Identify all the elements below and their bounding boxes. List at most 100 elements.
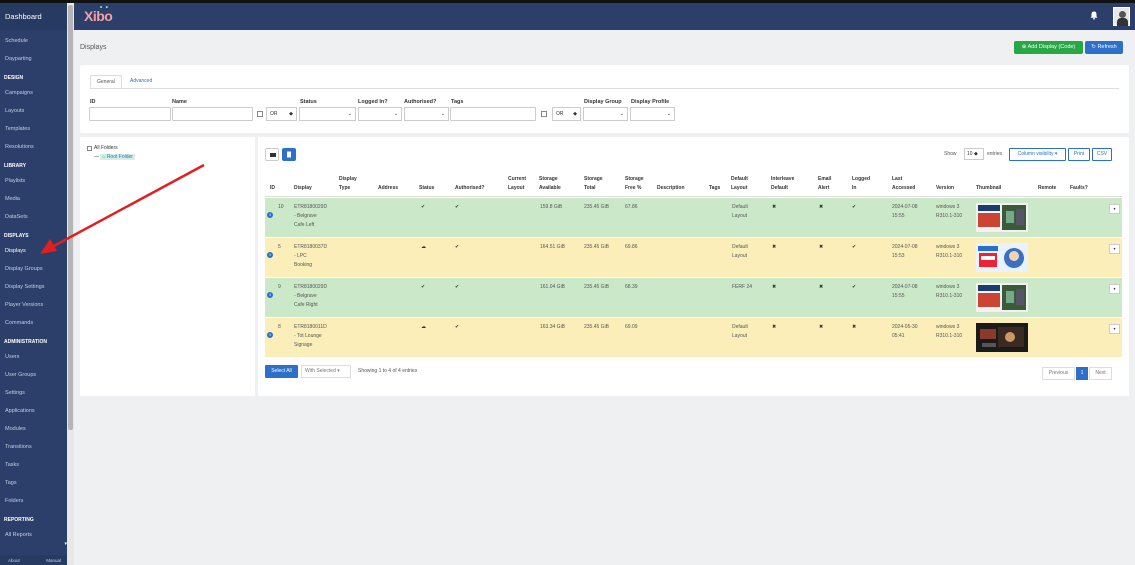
col-storage-free[interactable]: Storage Free % [625,175,644,193]
folder-toggle-button[interactable] [265,148,279,161]
col-remote[interactable]: Remote [1038,185,1057,191]
sidebar-item-display-groups[interactable]: Display Groups [5,266,43,272]
sidebar-item-tasks[interactable]: Tasks [5,462,20,468]
col-default-layout[interactable]: Default Layout [731,175,748,193]
status-select[interactable]: ⌄ [299,107,356,121]
sidebar-item-tags[interactable]: Tags [5,480,17,486]
col-address[interactable]: Address [378,185,399,191]
sidebar-item-resolutions[interactable]: Resolutions [5,144,34,150]
scrollbar-thumb[interactable] [68,5,73,430]
col-faults[interactable]: Faults? [1070,185,1088,191]
row-display[interactable]: ETR8180029D - Belgrave Cafe Right [294,283,327,310]
sidebar-item-folders[interactable]: Folders [5,498,24,504]
col-display[interactable]: Display [294,185,312,191]
sidebar-item-datasets[interactable]: DataSets [5,214,28,220]
row-actions-button[interactable]: ▾ [1109,284,1120,294]
col-logged-in[interactable]: Logged In [852,175,870,193]
sidebar-item-templates[interactable]: Templates [5,126,31,132]
col-description[interactable]: Description [657,185,685,191]
root-folder-item[interactable]: — ⌂ Root Folder [94,154,135,160]
thumbnail-image[interactable] [976,283,1028,312]
col-storage-total[interactable]: Storage Total [584,175,603,193]
sidebar-item-displays[interactable]: Displays [5,248,26,254]
with-selected-button[interactable]: With Selected ▾ [301,365,351,378]
sidebar-scrollbar[interactable] [67,3,74,565]
col-interleave[interactable]: Interleave Default [771,175,794,193]
sidebar-item-user-groups[interactable]: User Groups [5,372,37,378]
info-icon[interactable]: i [267,292,273,298]
col-storage-available[interactable]: Storage Available [539,175,561,193]
manual-link[interactable]: Manual [46,557,61,563]
table-row[interactable]: i 9 ETR8180029D - Belgrave Cafe Right ✔ ✔ … [265,278,1122,317]
xibo-logo[interactable]: Xibo • • [84,5,113,24]
table-row[interactable]: i 8 ETR8180011D - Tot Lounge Signage ☁ ✔ 1… [265,318,1122,357]
sidebar-item-layouts[interactable]: Layouts [5,108,25,114]
tab-advanced[interactable]: Advanced [130,78,153,84]
sidebar-item-settings[interactable]: Settings [5,390,25,396]
col-id[interactable]: ID [270,185,275,191]
tags-exact-checkbox[interactable] [541,111,547,117]
name-regex-checkbox[interactable] [257,111,263,117]
all-folders-item[interactable]: All Folders [87,145,118,151]
col-tags[interactable]: Tags [709,185,721,191]
info-icon[interactable]: i [267,332,273,338]
display-profile-select[interactable]: ⌄ [630,107,675,121]
sidebar-item-campaigns[interactable]: Campaigns [5,90,33,96]
col-display-type[interactable]: Display Type [339,175,357,193]
sidebar-item-display-settings[interactable]: Display Settings [5,284,45,290]
sidebar-item-transitions[interactable]: Transitions [5,444,32,450]
sidebar-item-player-versions[interactable]: Player Versions [5,302,44,308]
add-display-button[interactable]: ⊕ Add Display (Code) [1014,41,1083,54]
logged-in-select[interactable]: ⌄ [358,107,402,121]
sidebar-brand[interactable]: Dashboard [0,3,67,30]
user-avatar[interactable] [1113,7,1130,26]
col-last-accessed[interactable]: Last Accessed [892,175,915,193]
tags-input[interactable] [450,107,536,121]
display-group-select[interactable]: ⌄ [583,107,628,121]
row-display[interactable]: ETR8180029D - Belgrave Cafe Left [294,203,327,230]
row-actions-button[interactable]: ▾ [1109,204,1120,214]
refresh-button[interactable]: ↻ Refresh [1085,41,1123,54]
previous-page-button[interactable]: Previous [1042,367,1075,380]
info-icon[interactable]: i [267,212,273,218]
column-visibility-button[interactable]: Column visibility ▾ [1009,148,1066,161]
row-actions-button[interactable]: ▾ [1109,324,1120,334]
sidebar-item-all-reports[interactable]: All Reports [5,532,32,538]
all-folders-checkbox[interactable] [87,145,92,151]
name-logical-select[interactable]: OR ◆ [266,107,297,121]
row-display[interactable]: ETR8180037D - LPC Booking [294,243,327,270]
chevron-down-icon[interactable]: ▾ [64,541,67,547]
sidebar-item-media[interactable]: Media [5,196,20,202]
sidebar-item-schedule[interactable]: Schedule [5,38,28,44]
sidebar-item-playlists[interactable]: Playlists [5,178,26,184]
col-thumbnail[interactable]: Thumbnail [976,185,1002,191]
page-length-select[interactable]: 10 ◆ [964,148,984,160]
bell-icon[interactable] [1090,11,1098,20]
thumbnail-image[interactable] [976,323,1028,352]
sidebar-item-commands[interactable]: Commands [5,320,34,326]
id-input[interactable] [89,107,171,121]
col-version[interactable]: Version [936,185,955,191]
print-button[interactable]: Print [1068,148,1090,161]
sidebar-item-applications[interactable]: Applications [5,408,35,414]
next-page-button[interactable]: Next [1089,367,1112,380]
thumbnail-image[interactable] [976,243,1028,272]
sidebar-item-dayparting[interactable]: Dayparting [5,56,32,62]
tags-logical-select[interactable]: OR ◆ [552,107,581,121]
sidebar-item-modules[interactable]: Modules [5,426,26,432]
info-icon[interactable]: i [267,252,273,258]
col-status[interactable]: Status [419,185,435,191]
page-1-button[interactable]: 1 [1076,367,1088,380]
row-display[interactable]: ETR8180011D - Tot Lounge Signage [294,323,327,350]
table-row[interactable]: i 10 ETR8180029D - Belgrave Cafe Left ✔ ✔ … [265,198,1122,237]
col-email-alert[interactable]: Email Alert [818,175,831,193]
table-row[interactable]: i 5 ETR8180037D - LPC Booking ☁ ✔ 164.51 G… [265,238,1122,277]
about-link[interactable]: About [8,557,20,563]
row-actions-button[interactable]: ▾ [1109,244,1120,254]
tab-general[interactable]: General [90,75,122,88]
col-current-layout[interactable]: Current Layout [508,175,526,193]
select-all-button[interactable]: Select All [265,365,298,378]
grid-view-button[interactable] [282,148,296,161]
thumbnail-image[interactable] [976,203,1028,232]
authorised-select[interactable]: ⌄ [404,107,449,121]
